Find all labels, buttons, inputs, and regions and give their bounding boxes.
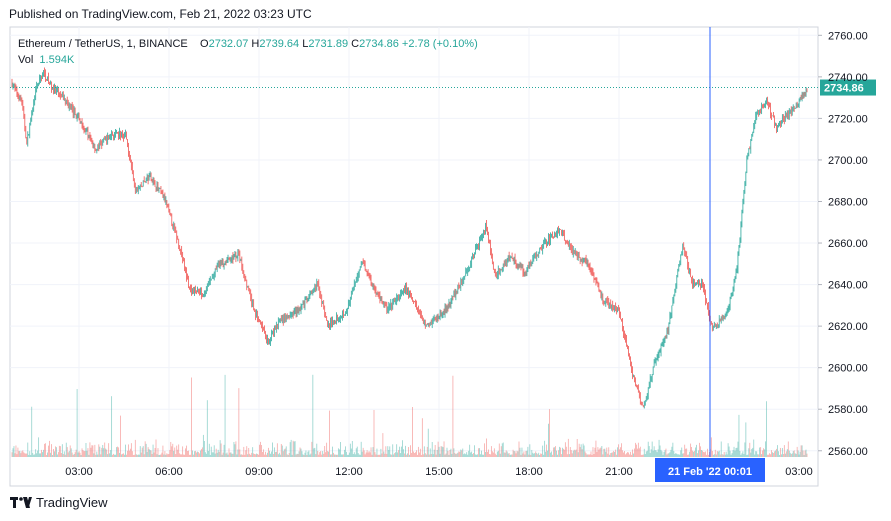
last-price-label: 2734.86 bbox=[824, 83, 864, 95]
volume-value: 1.594K bbox=[39, 54, 75, 66]
y-tick-label: 2580.00 bbox=[828, 404, 868, 416]
y-tick-label: 2560.00 bbox=[828, 446, 868, 458]
change-value: +2.78 (+0.10%) bbox=[401, 38, 478, 50]
x-tick-label: 21:00 bbox=[605, 466, 633, 478]
x-tick-label: 03:00 bbox=[65, 466, 93, 478]
close-value: 2734.86 bbox=[359, 38, 399, 50]
chart-grid bbox=[9, 26, 819, 487]
tradingview-logo-icon bbox=[10, 496, 32, 508]
y-tick-label: 2640.00 bbox=[828, 280, 868, 292]
x-tick-label: 03:00 bbox=[785, 466, 813, 478]
close-label: C bbox=[351, 38, 360, 50]
price-axis: 2760.00 2740.00 2720.00 2700.00 2680.00 2660.… bbox=[818, 30, 868, 458]
crosshair-time-tag bbox=[655, 458, 765, 482]
open-value: 2732.07 bbox=[208, 38, 249, 50]
y-tick-label: 2660.00 bbox=[828, 238, 868, 250]
crosshair-time-label: 21 Feb '22 00:01 bbox=[668, 466, 752, 478]
last-price-tag bbox=[820, 79, 876, 96]
chart-legend: Ethereum / TetherUS, 1, BINANCE O2732.07… bbox=[18, 36, 478, 68]
high-value: 2739.64 bbox=[259, 38, 300, 50]
low-label: L bbox=[302, 38, 309, 50]
y-tick-label: 2600.00 bbox=[828, 363, 868, 375]
footer: TradingView bbox=[10, 495, 108, 510]
chart-overlay: 2734.86 21 Feb '22 00:01 bbox=[10, 27, 876, 482]
low-value: 2731.89 bbox=[308, 38, 349, 50]
open-label: O bbox=[200, 38, 209, 50]
x-tick-label: 06:00 bbox=[155, 466, 183, 478]
footer-brand: TradingView bbox=[36, 495, 108, 510]
volume-bars bbox=[11, 374, 808, 457]
x-tick-label: 15:00 bbox=[425, 466, 453, 478]
time-axis: 03:00 06:00 09:00 12:00 15:00 18:00 21:00 03:00 bbox=[65, 466, 813, 478]
symbol-label: Ethereum / TetherUS, 1, BINANCE bbox=[18, 38, 188, 50]
volume-label: Vol bbox=[18, 54, 34, 66]
y-tick-label: 2620.00 bbox=[828, 321, 868, 333]
candles bbox=[11, 67, 808, 409]
y-tick-label: 2740.00 bbox=[828, 72, 868, 84]
y-tick-label: 2700.00 bbox=[828, 155, 868, 167]
chart-frame bbox=[9, 26, 819, 487]
y-tick-label: 2680.00 bbox=[828, 196, 868, 208]
high-label: H bbox=[251, 38, 260, 50]
x-tick-label: 18:00 bbox=[515, 466, 543, 478]
y-tick-label: 2760.00 bbox=[828, 30, 868, 42]
x-tick-label: 09:00 bbox=[245, 466, 273, 478]
x-tick-label: 12:00 bbox=[335, 466, 363, 478]
published-header: Published on TradingView.com, Feb 21, 20… bbox=[9, 7, 312, 21]
y-tick-label: 2720.00 bbox=[828, 113, 868, 125]
